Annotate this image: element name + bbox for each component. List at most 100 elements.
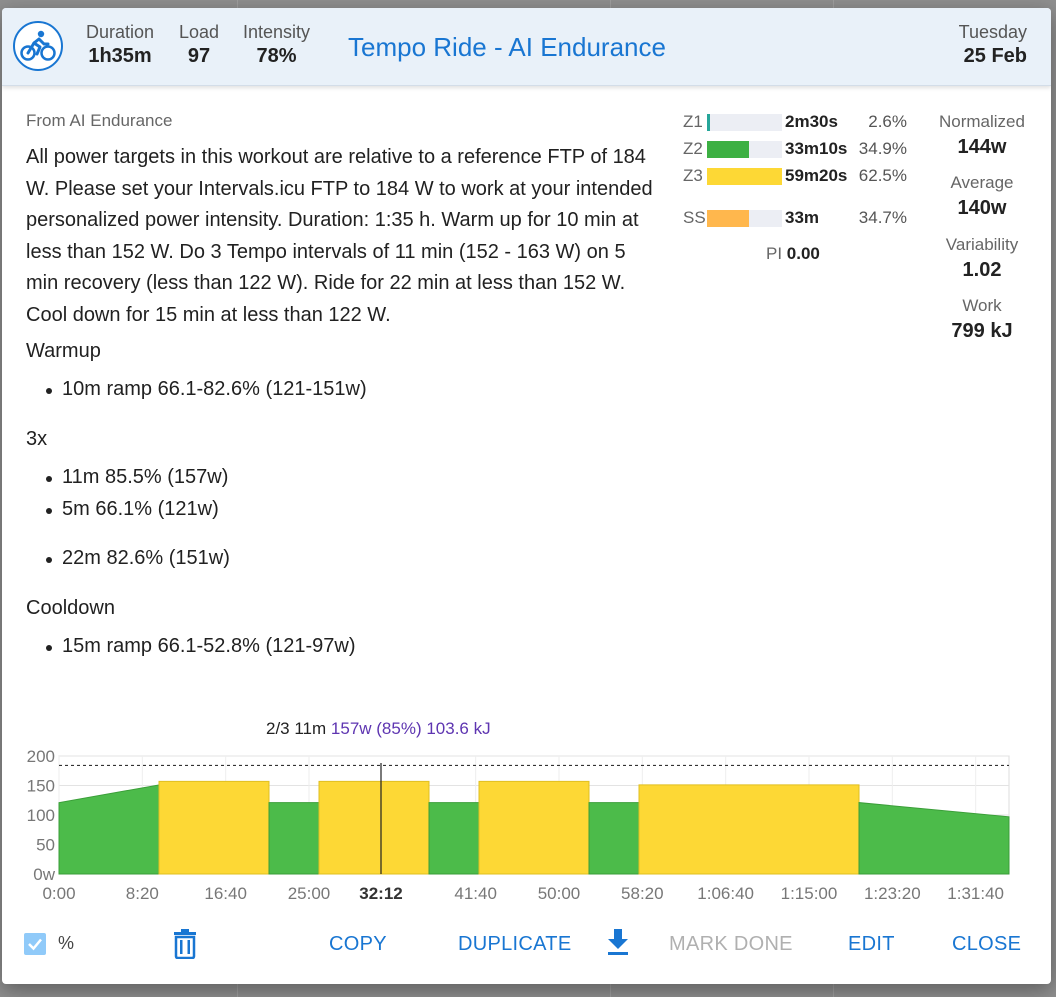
zone-percent: 2.6% <box>868 112 907 131</box>
zone-row-z1: Z1 2m30s 2.6% <box>683 111 913 133</box>
y-tick-label: 150 <box>27 777 55 796</box>
power-segment <box>318 780 430 875</box>
copy-button[interactable]: COPY <box>329 933 387 955</box>
workout-day: Tuesday <box>958 22 1027 42</box>
stat-duration: Duration 1h35m <box>86 21 154 69</box>
section-repeat: 3x <box>26 428 48 450</box>
metric-label: Work <box>962 296 1002 315</box>
y-tick-label: 50 <box>36 836 55 855</box>
metric-value: 140w <box>957 197 1007 219</box>
download-button[interactable] <box>606 927 630 962</box>
zone-percent: 34.7% <box>858 208 907 227</box>
step-item: 15m ramp 66.1-52.8% (121-97w) <box>45 635 356 657</box>
tooltip-highlight: 157w (85%) 103.6 kJ <box>330 719 491 738</box>
stat-intensity: Intensity 78% <box>243 21 310 69</box>
y-tick-label: 100 <box>27 806 55 825</box>
power-segment <box>158 780 270 875</box>
zone-bar-fill <box>707 168 782 185</box>
zone-bar-track <box>707 141 782 158</box>
metric-normalized: Normalized 144w <box>927 111 1037 161</box>
stat-value: 1h35m <box>88 45 152 67</box>
y-tick-label: 200 <box>27 747 55 766</box>
power-chart[interactable]: 0w 50 100 150 200 0:00 8:20 16:40 25:00 32:12 41:4… <box>2 743 1051 913</box>
metric-label: Variability <box>945 235 1019 254</box>
zone-percent: 62.5% <box>858 166 907 185</box>
x-tick-label: 32:12 <box>359 884 402 903</box>
dialog-header: Duration 1h35m Load 97 Intensity 78% Tem… <box>2 8 1051 86</box>
step-item: 5m 66.1% (121w) <box>46 498 219 520</box>
zone-row-z2: Z2 33m10s 34.9% <box>683 138 913 160</box>
metric-work: Work 799 kJ <box>927 295 1037 345</box>
zone-time: 33m <box>785 208 820 227</box>
zone-label: Z1 <box>683 112 703 131</box>
x-tick-label: 50:00 <box>538 884 581 903</box>
zone-label: Z3 <box>683 166 703 185</box>
zone-bar-fill <box>707 141 749 158</box>
bike-icon <box>13 21 63 71</box>
stat-label: Duration <box>86 22 155 42</box>
power-segment <box>588 802 640 875</box>
metric-label: Average <box>950 173 1014 192</box>
trash-icon <box>174 929 196 960</box>
source-label: From AI Endurance <box>26 111 173 130</box>
zone-percent: 34.9% <box>858 139 907 158</box>
x-tick-label: 41:40 <box>454 884 497 903</box>
y-tick-label: 0w <box>33 865 55 884</box>
download-icon <box>608 929 628 955</box>
mark-done-button[interactable]: MARK DONE <box>669 933 793 955</box>
workout-date: Tuesday 25 Feb <box>959 21 1027 69</box>
zone-time: 59m20s <box>785 166 848 185</box>
delete-button[interactable] <box>172 929 198 964</box>
stat-label: Intensity <box>243 22 311 42</box>
step-item: 11m 85.5% (157w) <box>45 466 229 488</box>
zone-bar-track <box>707 114 782 131</box>
zone-bar-fill <box>707 210 749 227</box>
zone-bar-track <box>707 168 782 185</box>
x-tick-label: 1:31:40 <box>947 884 1004 903</box>
metric-value: 144w <box>957 136 1007 158</box>
pi-value: 0.00 <box>786 244 820 263</box>
stat-value: 97 <box>187 45 211 67</box>
power-segment <box>478 780 590 875</box>
metric-value: 1.02 <box>962 259 1002 281</box>
x-tick-label: 16:40 <box>204 884 247 903</box>
tooltip-prefix: 2/3 11m <box>266 719 327 738</box>
workout-date-value: 25 Feb <box>963 45 1027 67</box>
workout-description: All power targets in this workout are re… <box>26 146 653 326</box>
zone-bar-track <box>707 210 782 227</box>
metric-value: 799 kJ <box>951 320 1013 342</box>
power-segment <box>638 784 860 875</box>
check-icon <box>28 938 42 951</box>
close-button[interactable]: CLOSE <box>952 933 1022 955</box>
x-tick-label: 1:23:20 <box>864 884 921 903</box>
zone-row-ss: SS 33m 34.7% <box>683 207 913 229</box>
x-tick-label: 25:00 <box>288 884 331 903</box>
section-cooldown: Cooldown <box>26 597 115 619</box>
duplicate-button[interactable]: DUPLICATE <box>458 933 572 955</box>
zone-row-z3: Z3 59m20s 62.5% <box>683 165 913 187</box>
workout-title: Tempo Ride - AI Endurance <box>348 32 666 62</box>
percent-label: % <box>58 933 75 953</box>
metric-label: Normalized <box>939 112 1025 131</box>
power-segment <box>268 802 320 875</box>
stat-label: Load <box>179 22 220 42</box>
x-tick-label: 8:20 <box>126 884 159 903</box>
power-segment <box>428 802 480 875</box>
stat-value: 78% <box>256 45 297 67</box>
section-warmup: Warmup <box>26 340 101 362</box>
chart-tooltip: 2/3 11m 157w (85%) 103.6 kJ <box>266 719 491 739</box>
x-tick-label: 58:20 <box>621 884 664 903</box>
dialog-footer: % COPY DUPLICATE MARK DONE EDIT CLOSE <box>2 923 1051 968</box>
metric-variability: Variability 1.02 <box>927 234 1037 284</box>
workout-dialog: Duration 1h35m Load 97 Intensity 78% Tem… <box>2 8 1051 984</box>
pi-readout: PI 0.00 <box>766 244 820 264</box>
edit-button[interactable]: EDIT <box>848 933 895 955</box>
metric-average: Average 140w <box>927 172 1037 222</box>
x-tick-label: 1:06:40 <box>697 884 754 903</box>
percent-checkbox[interactable] <box>24 933 46 955</box>
pi-label: PI <box>766 244 783 263</box>
step-item: 10m ramp 66.1-82.6% (121-151w) <box>46 378 367 400</box>
stat-load: Load 97 <box>179 21 219 69</box>
zone-time: 33m10s <box>785 139 848 158</box>
zone-label: Z2 <box>683 139 703 158</box>
